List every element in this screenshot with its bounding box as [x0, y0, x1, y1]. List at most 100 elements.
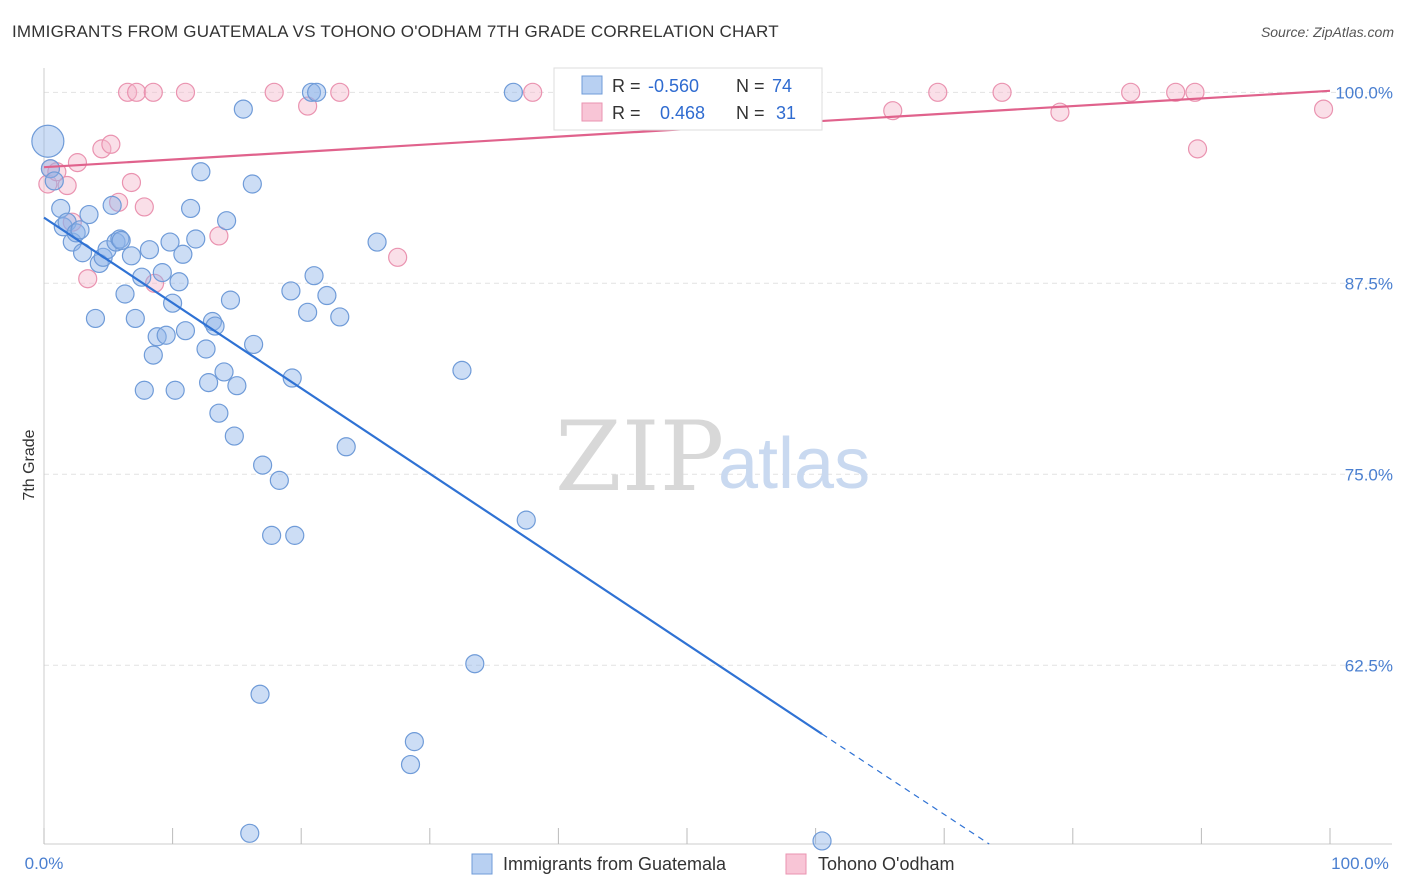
- guatemala-point-73: [217, 211, 237, 231]
- guatemala-point-19: [121, 246, 142, 266]
- chart-title: IMMIGRANTS FROM GUATEMALA VS TOHONO O'OD…: [12, 22, 779, 41]
- tohono-point-32: [1313, 99, 1334, 119]
- guatemala-point-69: [812, 831, 832, 851]
- bottom-legend: Immigrants from Guatemala Tohono O'odham: [471, 853, 955, 875]
- guatemala-point-53: [285, 525, 305, 545]
- guatemala-point-43: [224, 426, 244, 446]
- guatemala-point-26: [152, 263, 172, 283]
- top-legend: R = -0.560 N = 74 R = 0.468 N = 31: [553, 67, 823, 131]
- guatemala-point-32: [173, 244, 193, 264]
- guatemala-point-42: [220, 290, 241, 310]
- x-tick-label-1: 100.0%: [1331, 854, 1389, 873]
- guatemala-point-40: [209, 403, 229, 423]
- guatemala-point-18: [115, 284, 135, 304]
- tohono-point-11: [126, 82, 147, 102]
- legend-n-value-pink: 31: [776, 103, 796, 123]
- tohono-point-28: [1121, 82, 1141, 102]
- guatemala-point-37: [199, 373, 219, 393]
- guatemala-point-17: [110, 229, 130, 249]
- guatemala-point-59: [330, 307, 350, 327]
- bottom-legend-label-pink: Tohono O'odham: [818, 854, 955, 874]
- x-tick-labels: 0.0% 100.0%: [25, 854, 1389, 873]
- y-tick-label-3: 100.0%: [1335, 83, 1393, 102]
- guatemala-point-31: [169, 272, 189, 292]
- guatemala-point-60: [336, 437, 356, 457]
- tohono-point-5: [67, 153, 88, 173]
- tohono-point-4: [62, 212, 82, 232]
- guatemala-point-24: [143, 345, 163, 365]
- tohono-point-13: [121, 172, 142, 193]
- guatemala-point-35: [186, 229, 206, 249]
- tohono-point-16: [175, 82, 196, 102]
- guatemala-point-20: [125, 308, 145, 329]
- series-guatemala-points: [31, 82, 832, 851]
- guatemala-point-65: [465, 654, 485, 674]
- bottom-legend-swatch-blue: [471, 853, 493, 875]
- guatemala-point-68: [240, 823, 260, 843]
- guatemala-point-56: [304, 266, 324, 286]
- guatemala-point-70: [242, 174, 262, 194]
- watermark-atlas: atlas: [718, 424, 870, 504]
- legend-swatch-blue: [581, 75, 603, 95]
- tohono-point-31: [1187, 139, 1208, 159]
- legend-n-value-blue: 74: [772, 76, 792, 96]
- guatemala-point-57: [307, 82, 327, 102]
- guatemala-point-28: [160, 232, 180, 252]
- y-tick-label-1: 75.0%: [1345, 465, 1393, 484]
- legend-swatch-pink: [581, 102, 603, 122]
- guatemala-point-22: [134, 380, 154, 400]
- tohono-point-12: [143, 82, 163, 102]
- guatemala-point-0: [31, 124, 65, 158]
- guatemala-point-58: [317, 285, 337, 306]
- tohono-point-29: [1166, 82, 1186, 102]
- guatemala-point-30: [165, 380, 185, 400]
- tohono-point-17: [209, 226, 229, 246]
- guatemala-point-52: [282, 368, 302, 388]
- guatemala-point-61: [367, 232, 387, 252]
- guatemala-point-46: [244, 334, 264, 355]
- trend-line-guatemala-extension: [821, 733, 990, 845]
- guatemala-point-27: [156, 325, 176, 345]
- guatemala-point-11: [85, 308, 106, 329]
- guatemala-point-63: [404, 732, 424, 752]
- guatemala-point-48: [253, 455, 273, 475]
- x-tick-label-0: 0.0%: [25, 854, 64, 873]
- guatemala-point-47: [250, 684, 270, 704]
- guatemala-point-71: [196, 339, 216, 359]
- guatemala-point-72: [111, 230, 131, 251]
- y-tick-labels: 62.5% 75.0% 87.5% 100.0%: [1335, 83, 1393, 675]
- guatemala-point-67: [516, 510, 536, 530]
- tohono-point-18: [264, 82, 284, 102]
- source-label: Source: ZipAtlas.com: [1260, 24, 1394, 40]
- guatemala-point-51: [281, 281, 301, 301]
- tohono-point-3: [57, 175, 77, 196]
- legend-r-label-blue: R =: [612, 76, 641, 96]
- tohono-point-6: [78, 269, 98, 289]
- tohono-point-7: [92, 139, 112, 159]
- tohono-point-8: [101, 134, 121, 154]
- guatemala-point-54: [298, 302, 318, 322]
- guatemala-point-10: [79, 204, 99, 225]
- guatemala-point-49: [262, 525, 282, 545]
- guatemala-point-23: [139, 240, 160, 260]
- watermark: ZIP atlas: [555, 401, 870, 513]
- tohono-point-14: [134, 197, 154, 217]
- tohono-point-22: [523, 82, 543, 102]
- tohono-point-24: [883, 101, 903, 121]
- guatemala-point-50: [269, 470, 289, 490]
- guatemala-point-8: [70, 220, 90, 240]
- guatemala-point-64: [452, 360, 472, 380]
- guatemala-point-2: [44, 171, 64, 191]
- bottom-legend-label-blue: Immigrants from Guatemala: [503, 854, 727, 874]
- y-axis-label: 7th Grade: [21, 429, 38, 500]
- bottom-legend-swatch-pink: [785, 853, 807, 875]
- axes: [43, 68, 1392, 845]
- tohono-point-30: [1185, 82, 1205, 102]
- guatemala-point-62: [400, 754, 421, 775]
- y-tick-label-2: 87.5%: [1345, 274, 1393, 293]
- guatemala-point-44: [227, 376, 247, 396]
- guatemala-point-55: [301, 82, 322, 102]
- legend-r-value-blue: -0.560: [648, 76, 699, 96]
- guatemala-point-1: [40, 159, 61, 179]
